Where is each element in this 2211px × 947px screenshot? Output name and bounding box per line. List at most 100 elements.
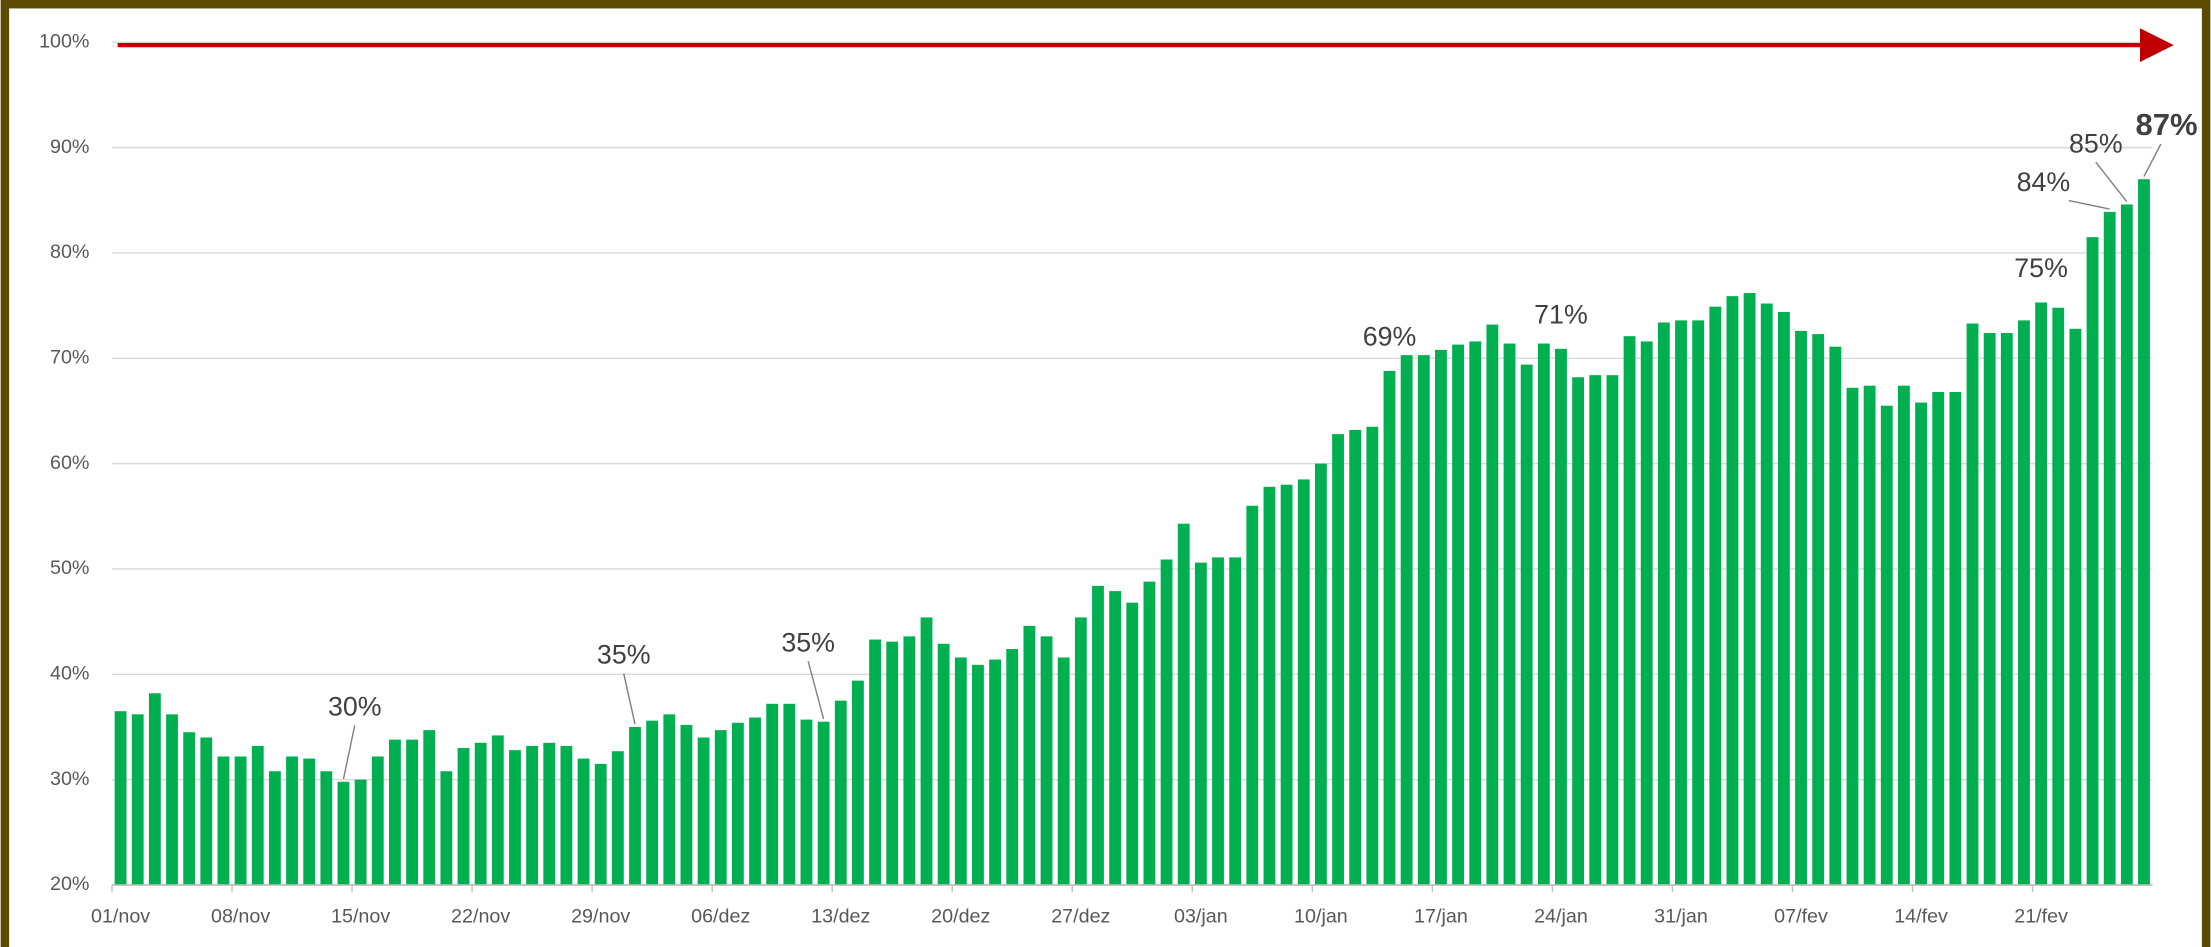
bar bbox=[491, 735, 504, 885]
bar bbox=[389, 739, 401, 885]
value-label: 69% bbox=[1363, 322, 1417, 352]
bar bbox=[543, 742, 556, 885]
bar bbox=[1760, 303, 1773, 885]
bar bbox=[183, 732, 196, 885]
bar bbox=[869, 639, 881, 885]
bar bbox=[1349, 429, 1362, 885]
bar bbox=[1640, 341, 1653, 885]
bar bbox=[611, 751, 624, 885]
bar bbox=[697, 737, 710, 885]
bar bbox=[749, 717, 761, 885]
bar bbox=[457, 748, 470, 885]
bar bbox=[1863, 385, 1876, 885]
bar bbox=[148, 693, 161, 885]
bar bbox=[337, 781, 350, 885]
bar bbox=[474, 742, 487, 885]
bar bbox=[1503, 343, 1516, 885]
leader-line bbox=[342, 725, 356, 780]
bar bbox=[851, 680, 864, 885]
bar bbox=[1812, 334, 1825, 885]
y-tick-label: 50% bbox=[50, 557, 89, 579]
leader-line bbox=[2095, 161, 2128, 203]
bar bbox=[972, 664, 984, 885]
bar bbox=[680, 724, 693, 885]
x-tick-label: 29/nov bbox=[571, 906, 630, 928]
bar bbox=[886, 641, 899, 885]
bar bbox=[1932, 392, 1945, 885]
bar bbox=[1966, 323, 1979, 885]
bar bbox=[1314, 463, 1327, 885]
y-tick-label: 100% bbox=[39, 30, 89, 52]
bar bbox=[1880, 405, 1893, 885]
bar bbox=[268, 771, 281, 885]
bar bbox=[1537, 343, 1550, 885]
x-tick-label: 13/dez bbox=[811, 906, 870, 928]
bar bbox=[1743, 292, 1756, 885]
bar bbox=[1194, 562, 1207, 885]
bar bbox=[783, 703, 796, 885]
bar bbox=[131, 714, 144, 885]
bar bbox=[954, 657, 967, 885]
bar bbox=[1675, 320, 1687, 885]
bar bbox=[2138, 179, 2150, 885]
bar bbox=[731, 722, 744, 885]
bar bbox=[1846, 387, 1859, 885]
bar bbox=[303, 758, 316, 885]
bar bbox=[1177, 523, 1190, 885]
x-tick-label: 17/jan bbox=[1414, 906, 1468, 928]
value-label: 35% bbox=[781, 627, 835, 657]
bar bbox=[1280, 484, 1293, 885]
bar bbox=[2018, 320, 2030, 885]
leader-line bbox=[623, 673, 636, 725]
bar bbox=[251, 745, 264, 885]
bar bbox=[2035, 302, 2048, 885]
bar bbox=[1109, 591, 1122, 885]
bar bbox=[166, 714, 178, 885]
bar bbox=[2052, 307, 2065, 885]
leader-line bbox=[2143, 143, 2162, 177]
y-tick-label: 20% bbox=[50, 873, 89, 895]
bar bbox=[577, 758, 590, 885]
x-tick-label: 21/fev bbox=[2014, 906, 2068, 928]
bar bbox=[1383, 370, 1396, 885]
bar bbox=[1949, 392, 1962, 885]
bar bbox=[114, 711, 127, 885]
bar bbox=[646, 720, 659, 885]
bar bbox=[1040, 636, 1053, 885]
bar bbox=[423, 730, 436, 885]
bar bbox=[2000, 333, 2013, 885]
y-tick-label: 60% bbox=[50, 452, 89, 474]
bar bbox=[1057, 657, 1070, 885]
bar bbox=[2086, 237, 2099, 885]
x-tick-label: 20/dez bbox=[931, 906, 990, 928]
bar bbox=[354, 779, 367, 885]
bar bbox=[1400, 355, 1413, 885]
x-tick-label: 07/fev bbox=[1774, 906, 1828, 928]
bar bbox=[1366, 426, 1379, 885]
bar bbox=[1246, 505, 1259, 885]
y-tick-label: 90% bbox=[50, 136, 89, 158]
bar bbox=[594, 763, 607, 885]
leader-line bbox=[807, 660, 825, 720]
bar bbox=[2103, 211, 2116, 885]
bar bbox=[1469, 341, 1482, 885]
value-label: 85% bbox=[2069, 128, 2123, 158]
bar bbox=[1435, 349, 1447, 885]
bar bbox=[1023, 625, 1036, 885]
x-tick-label: 31/jan bbox=[1654, 906, 1708, 928]
x-tick-label: 10/jan bbox=[1294, 906, 1348, 928]
bar bbox=[663, 714, 676, 885]
value-label: 84% bbox=[2017, 167, 2071, 197]
bar bbox=[1897, 385, 1910, 885]
value-label: 35% bbox=[597, 640, 651, 670]
bar bbox=[560, 745, 573, 885]
bar bbox=[1006, 649, 1019, 885]
bar bbox=[217, 756, 230, 885]
bar bbox=[1074, 617, 1087, 885]
bar bbox=[1417, 355, 1430, 885]
bar bbox=[2120, 204, 2133, 885]
x-tick-label: 22/nov bbox=[451, 906, 510, 928]
y-tick-label: 30% bbox=[50, 768, 89, 790]
